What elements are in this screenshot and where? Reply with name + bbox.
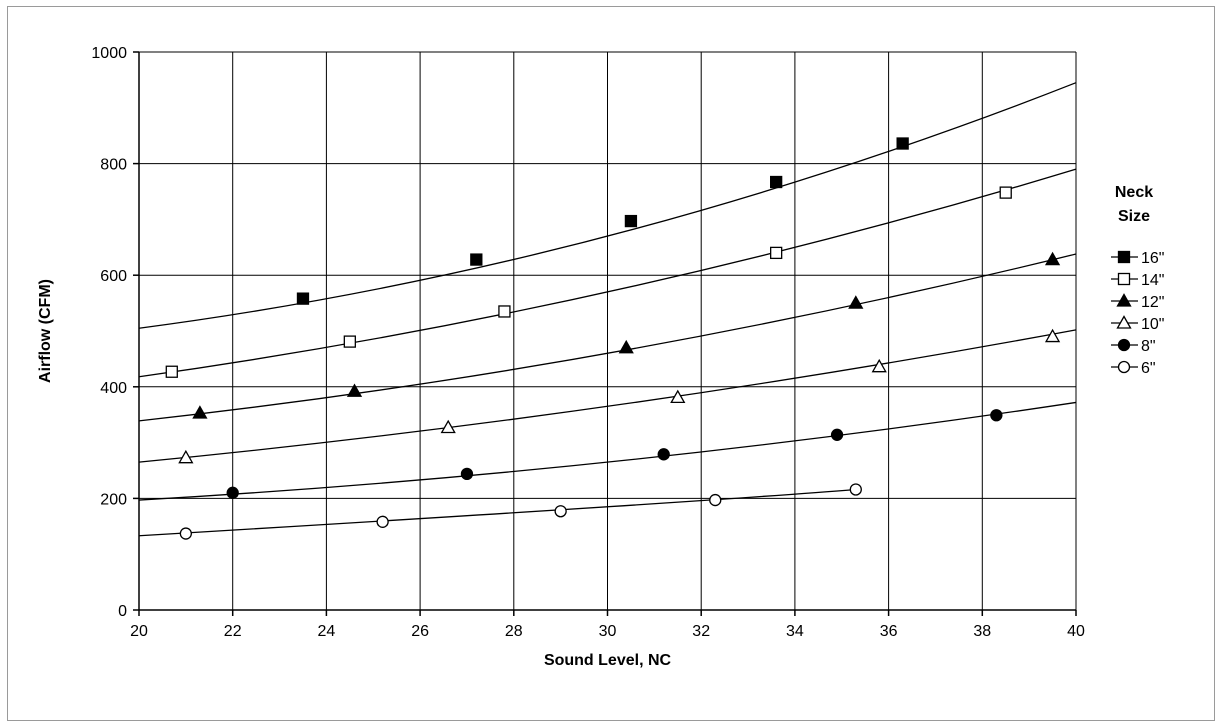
legend-marker (1117, 360, 1131, 374)
chart-svg: 20 22 24 26 28 30 32 34 36 38 40 0 200 400 600 800 1000… (37, 45, 1164, 669)
data-point (346, 383, 363, 397)
series-trend-line (138, 82, 1077, 329)
series-trend-line (138, 488, 856, 537)
legend-item: 16" (1111, 250, 1164, 267)
data-point (770, 246, 783, 260)
legend-item: 12" (1111, 293, 1164, 311)
data-point (226, 486, 239, 499)
x-tick-label: 40 (1067, 623, 1085, 640)
data-point (296, 292, 310, 305)
x-tick-label: 36 (880, 623, 898, 640)
trend-lines (138, 82, 1077, 537)
series-trend-line (138, 401, 1077, 501)
data-point (849, 483, 862, 496)
data-point (848, 295, 864, 309)
data-point (460, 467, 474, 480)
legend-label: 6" (1141, 360, 1156, 377)
legend-marker (1117, 272, 1131, 286)
data-point (178, 449, 194, 464)
y-tick-label: 400 (100, 380, 127, 397)
data-point (709, 493, 722, 507)
data-point (999, 186, 1012, 199)
data-point (896, 137, 909, 150)
x-tick-label: 22 (224, 623, 242, 640)
y-axis-title: Airflow (CFM) (37, 279, 54, 383)
data-point (343, 335, 356, 348)
data-point (554, 505, 567, 518)
data-point (376, 515, 389, 528)
data-point (165, 365, 178, 378)
data-point (624, 214, 638, 228)
gridlines (139, 51, 1077, 610)
legend: Neck Size 16" 14" 12" 10" 8" 6" (1111, 184, 1164, 377)
data-point (830, 428, 844, 441)
y-tick-labels: 0 200 400 600 800 1000 (91, 45, 127, 620)
data-point (670, 389, 686, 404)
x-tick-label: 24 (318, 623, 336, 640)
y-tick-label: 0 (118, 603, 127, 620)
y-tick-label: 800 (100, 157, 127, 174)
series-trend-line (138, 253, 1077, 422)
data-point (498, 305, 511, 318)
data-point (179, 527, 193, 540)
legend-marker (1116, 315, 1132, 329)
legend-item: 6" (1111, 360, 1156, 377)
x-tick-label: 34 (786, 623, 804, 640)
y-tick-label: 600 (100, 268, 127, 285)
legend-item: 8" (1111, 338, 1156, 355)
legend-marker (1117, 338, 1131, 352)
data-point (192, 405, 208, 419)
legend-label: 10" (1141, 316, 1164, 333)
data-point (990, 409, 1003, 422)
legend-label: 8" (1141, 338, 1156, 355)
data-markers (165, 137, 1061, 540)
series-trend-line (138, 168, 1077, 378)
legend-item: 10" (1111, 315, 1164, 333)
data-point (657, 448, 670, 461)
data-point (770, 175, 783, 189)
x-tick-label: 32 (692, 623, 710, 640)
x-tick-label: 20 (130, 623, 148, 640)
x-axis-title: Sound Level, NC (544, 652, 672, 669)
chart-frame: 20 22 24 26 28 30 32 34 36 38 40 0 200 400 600 800 1000… (7, 6, 1215, 721)
x-tick-label: 30 (599, 623, 617, 640)
x-tick-labels: 20 22 24 26 28 30 32 34 36 38 40 (130, 623, 1085, 640)
y-tick-label: 200 (100, 491, 127, 508)
y-tick-label: 1000 (91, 45, 127, 62)
x-tick-label: 28 (505, 623, 523, 640)
legend-label: 14" (1141, 272, 1164, 289)
legend-label: 12" (1141, 294, 1164, 311)
data-point (470, 253, 483, 266)
data-point (1044, 328, 1061, 343)
axes (133, 51, 1077, 616)
x-tick-label: 38 (973, 623, 991, 640)
legend-label: 16" (1141, 250, 1164, 267)
data-point (871, 358, 887, 373)
data-point (618, 339, 634, 354)
data-point (440, 419, 456, 434)
legend-item: 14" (1111, 272, 1164, 289)
legend-marker (1117, 250, 1131, 264)
legend-title-line2: Size (1118, 208, 1150, 225)
data-point (1044, 251, 1061, 266)
legend-marker (1116, 293, 1132, 307)
legend-items: 16" 14" 12" 10" 8" 6" (1111, 250, 1164, 377)
series-trend-line (138, 329, 1077, 463)
x-tick-label: 26 (411, 623, 429, 640)
legend-title-line1: Neck (1115, 184, 1153, 201)
